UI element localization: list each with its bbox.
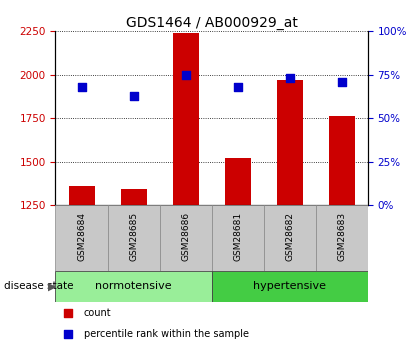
Text: hypertensive: hypertensive (253, 282, 326, 291)
Text: GSM28685: GSM28685 (129, 212, 138, 261)
Text: GSM28681: GSM28681 (233, 212, 242, 261)
Title: GDS1464 / AB000929_at: GDS1464 / AB000929_at (126, 16, 298, 30)
Bar (55, 271, 212, 302)
Text: ▶: ▶ (48, 282, 57, 291)
Point (286, 75, 293, 81)
Bar (159, 205, 212, 271)
Bar (212, 205, 264, 271)
Text: GSM28683: GSM28683 (337, 212, 346, 261)
Text: disease state: disease state (4, 282, 74, 291)
Point (182, 72, 189, 77)
Point (130, 93, 137, 98)
Bar (69, 186, 95, 205)
Text: normotensive: normotensive (95, 282, 172, 291)
Bar (277, 80, 303, 205)
Point (234, 84, 241, 90)
Bar (173, 33, 199, 205)
Bar (108, 205, 159, 271)
Bar (264, 205, 316, 271)
Text: GSM28684: GSM28684 (77, 212, 86, 261)
Point (339, 79, 345, 84)
Point (65, 310, 71, 315)
Bar (212, 271, 368, 302)
Bar (329, 116, 355, 205)
Point (65, 332, 71, 337)
Text: percentile rank within the sample: percentile rank within the sample (83, 329, 249, 339)
Bar (316, 205, 368, 271)
Text: count: count (83, 308, 111, 318)
Point (78, 84, 85, 90)
Text: GSM28686: GSM28686 (181, 212, 190, 261)
Text: GSM28682: GSM28682 (285, 212, 294, 261)
Bar (120, 189, 147, 205)
Bar (55, 205, 108, 271)
Bar (225, 158, 251, 205)
